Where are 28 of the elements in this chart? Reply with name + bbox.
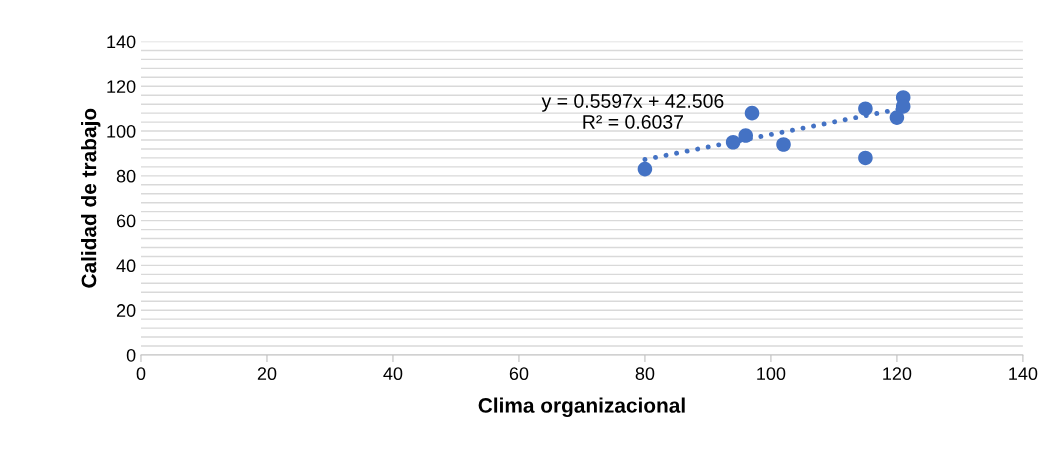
x-tick-label: 40 (383, 367, 403, 381)
point (776, 137, 791, 152)
annotation: y = 0.5597x + 42.506 R² = 0.6037 (541, 94, 724, 129)
y-tick-label: 100 (107, 124, 136, 138)
y-tick-label: 140 (107, 35, 136, 49)
y-tick-label: 0 (126, 348, 136, 362)
point (858, 150, 873, 166)
y-tick-label: 60 (116, 214, 136, 228)
y-tick-label: 20 (116, 304, 136, 317)
x-tick-label: 0 (136, 367, 146, 381)
point (889, 110, 905, 125)
y-tick-label: 80 (116, 169, 136, 183)
point (725, 134, 741, 150)
point (895, 99, 911, 114)
y-tick-label: 40 (116, 259, 136, 273)
point (744, 105, 760, 121)
x-tick-label: 80 (635, 367, 655, 381)
x-tick-label: 20 (257, 367, 277, 381)
point (637, 161, 653, 177)
x-tick-label: 140 (1009, 367, 1038, 381)
x-axis-title: Clima organizacional (478, 397, 685, 418)
y-tick-label: 120 (107, 80, 136, 93)
point (858, 101, 873, 116)
point (738, 128, 754, 143)
y-axis-title: Calidad de trabajo (81, 108, 101, 288)
x-tick-label: 100 (757, 367, 786, 381)
x-tick-label: 120 (883, 367, 912, 381)
x-tick-label: 60 (509, 367, 529, 381)
